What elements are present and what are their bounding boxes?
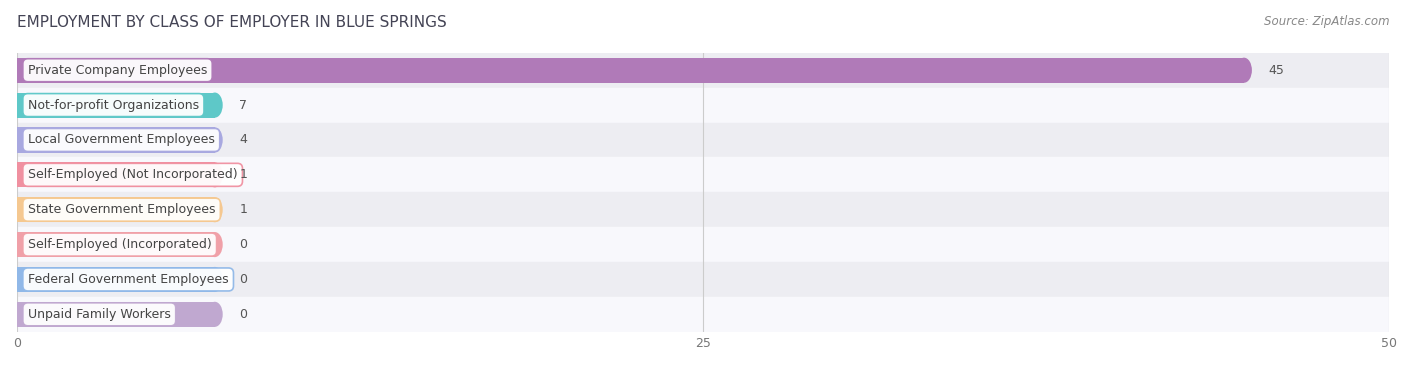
Bar xyxy=(17,227,1389,262)
FancyBboxPatch shape xyxy=(17,162,215,187)
Text: Unpaid Family Workers: Unpaid Family Workers xyxy=(28,308,170,321)
Text: 1: 1 xyxy=(239,169,247,181)
Text: Local Government Employees: Local Government Employees xyxy=(28,133,215,146)
Text: 4: 4 xyxy=(239,133,247,146)
Ellipse shape xyxy=(207,197,222,222)
Text: Self-Employed (Not Incorporated): Self-Employed (Not Incorporated) xyxy=(28,169,238,181)
Text: Not-for-profit Organizations: Not-for-profit Organizations xyxy=(28,99,200,112)
Ellipse shape xyxy=(207,162,222,187)
Bar xyxy=(17,297,1389,332)
Ellipse shape xyxy=(207,127,222,153)
Ellipse shape xyxy=(207,267,222,292)
Text: Private Company Employees: Private Company Employees xyxy=(28,64,207,77)
Text: Federal Government Employees: Federal Government Employees xyxy=(28,273,229,286)
Text: Source: ZipAtlas.com: Source: ZipAtlas.com xyxy=(1264,15,1389,28)
Bar xyxy=(17,87,1389,123)
FancyBboxPatch shape xyxy=(17,267,215,292)
Ellipse shape xyxy=(207,302,222,327)
FancyBboxPatch shape xyxy=(17,92,215,118)
FancyBboxPatch shape xyxy=(17,302,215,327)
Text: 45: 45 xyxy=(1268,64,1284,77)
FancyBboxPatch shape xyxy=(17,58,1244,83)
Text: Self-Employed (Incorporated): Self-Employed (Incorporated) xyxy=(28,238,211,251)
Text: 0: 0 xyxy=(239,308,247,321)
Text: 0: 0 xyxy=(239,273,247,286)
Text: 0: 0 xyxy=(239,238,247,251)
FancyBboxPatch shape xyxy=(17,197,215,222)
FancyBboxPatch shape xyxy=(17,232,215,257)
Ellipse shape xyxy=(207,92,222,118)
Text: 7: 7 xyxy=(239,99,247,112)
Text: EMPLOYMENT BY CLASS OF EMPLOYER IN BLUE SPRINGS: EMPLOYMENT BY CLASS OF EMPLOYER IN BLUE … xyxy=(17,15,447,30)
Bar xyxy=(17,262,1389,297)
Ellipse shape xyxy=(1236,58,1251,83)
Bar xyxy=(17,158,1389,192)
Text: State Government Employees: State Government Employees xyxy=(28,203,215,216)
Text: 1: 1 xyxy=(239,203,247,216)
Bar xyxy=(17,123,1389,158)
Bar xyxy=(17,53,1389,88)
Ellipse shape xyxy=(207,232,222,257)
FancyBboxPatch shape xyxy=(17,127,215,153)
Bar xyxy=(17,192,1389,227)
